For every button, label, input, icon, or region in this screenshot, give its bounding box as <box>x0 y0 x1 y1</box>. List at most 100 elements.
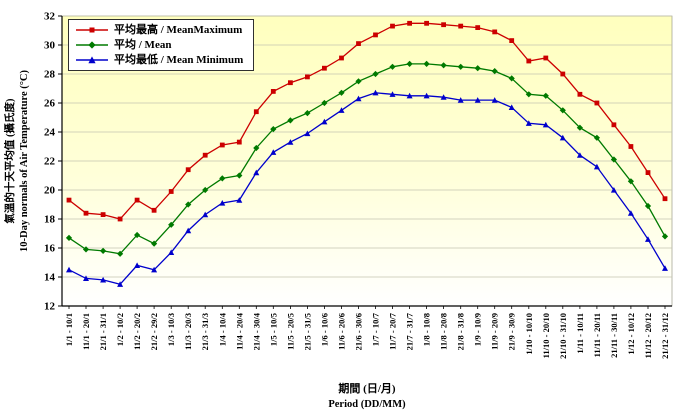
x-tick-label: 1/11 - 10/11 <box>575 313 585 354</box>
y-tick-label: 14 <box>44 272 56 284</box>
chart-legend: 平均最高 / MeanMaximum 平均 / Mean 平均最低 / Mean… <box>68 19 255 72</box>
x-axis-title-english: Period (DD/MM) <box>328 399 406 410</box>
data-point-diamond <box>151 240 158 247</box>
data-point-diamond <box>65 234 73 241</box>
series-line <box>68 92 666 286</box>
data-point-triangle <box>474 97 481 103</box>
data-point-diamond <box>270 126 277 133</box>
data-point-diamond <box>559 107 566 114</box>
data-point-triangle <box>610 187 617 193</box>
data-point-square <box>441 22 446 28</box>
data-point-triangle <box>423 92 430 99</box>
data-point-triangle <box>355 95 362 102</box>
data-point-diamond <box>185 201 192 208</box>
data-point-square <box>475 25 481 30</box>
data-point-square <box>611 122 617 128</box>
data-point-square <box>202 152 208 158</box>
data-point-diamond <box>134 231 141 239</box>
y-tick-label: 18 <box>44 214 56 226</box>
data-point-diamond <box>253 144 260 152</box>
x-tick-label: 21/1 - 31/1 <box>98 313 108 350</box>
x-tick-label: 11/6 - 20/6 <box>337 313 347 350</box>
data-point-diamond <box>82 246 90 253</box>
data-point-triangle <box>168 249 175 255</box>
data-point-triangle <box>202 211 209 218</box>
x-tick-label: 11/4 - 20/4 <box>234 312 244 350</box>
data-point-diamond <box>474 65 481 72</box>
data-point-square <box>594 100 600 106</box>
data-point-square <box>662 196 668 202</box>
y-tick-label: 12 <box>44 301 56 313</box>
data-point-diamond <box>661 233 669 240</box>
x-axis-title-chinese: 期間 (日/月) <box>338 381 395 395</box>
data-point-square <box>390 23 395 29</box>
data-point-triangle <box>287 139 294 145</box>
y-axis-title-english: 10-Day normals of Air Temperature (°C) <box>19 70 30 253</box>
x-tick-label: 1/6 - 10/6 <box>319 313 329 346</box>
data-point-diamond <box>236 172 243 179</box>
data-point-triangle <box>151 266 158 273</box>
data-point-triangle <box>406 92 413 99</box>
data-point-diamond <box>321 99 328 107</box>
data-point-square <box>270 89 276 94</box>
data-point-diamond <box>525 91 532 98</box>
x-tick-label: 11/7 - 20/7 <box>388 312 398 350</box>
y-tick-label: 20 <box>44 185 56 197</box>
data-point-diamond <box>338 89 345 96</box>
data-point-square <box>356 41 361 46</box>
data-point-square <box>577 91 583 97</box>
x-tick-label: 1/9 - 10/9 <box>473 313 483 346</box>
data-point-square <box>492 29 498 35</box>
x-tick-label: 21/11 - 30/11 <box>609 313 619 358</box>
x-tick-label: 11/3 - 20/3 <box>183 313 193 350</box>
x-tick-label: 21/3 - 31/3 <box>200 313 210 350</box>
data-point-diamond <box>457 63 464 70</box>
data-point-triangle <box>321 118 328 125</box>
data-point-square <box>134 197 140 203</box>
data-point-triangle <box>576 152 583 158</box>
y-axis-title-chinese: 氣溫的十天平均值 (攝氏度) <box>3 98 16 224</box>
x-tick-label: 21/9 - 30/9 <box>507 313 517 350</box>
data-point-diamond <box>287 117 294 124</box>
data-point-triangle <box>457 97 464 103</box>
mean-minimum-line-triangle-icon <box>76 56 108 64</box>
mean-maximum-line-square-icon <box>76 27 108 33</box>
x-tick-label: 21/7 - 31/7 <box>405 312 415 350</box>
data-point-diamond <box>491 68 498 75</box>
data-point-square <box>458 23 464 29</box>
data-point-triangle <box>117 281 124 287</box>
data-point-triangle <box>542 121 549 128</box>
data-point-triangle <box>645 236 651 242</box>
data-point-diamond <box>610 156 617 163</box>
data-point-diamond <box>219 175 226 182</box>
data-point-diamond <box>355 78 362 85</box>
data-point-triangle <box>236 197 243 203</box>
data-point-triangle <box>219 200 226 206</box>
x-tick-label: 11/9 - 20/9 <box>490 313 500 350</box>
data-point-diamond <box>576 124 583 131</box>
data-point-diamond <box>508 75 515 82</box>
x-tick-label: 1/3 - 10/3 <box>166 313 176 346</box>
legend-item-mean-minimum: 平均最低 / Mean Minimum <box>75 54 243 66</box>
data-point-diamond <box>627 178 634 185</box>
mean-line-diamond-icon <box>76 41 108 49</box>
data-point-square <box>628 144 634 149</box>
y-tick-label: 32 <box>44 11 56 23</box>
data-point-square <box>83 210 89 216</box>
data-point-square <box>219 142 225 148</box>
data-point-triangle <box>270 149 277 155</box>
y-tick-label: 30 <box>44 40 56 52</box>
data-point-triangle <box>593 163 600 170</box>
x-tick-label: 1/8 - 10/8 <box>422 313 432 346</box>
legend-item-mean-maximum: 平均最高 / MeanMaximum <box>75 24 243 36</box>
x-tick-label: 11/5 - 20/5 <box>285 313 295 350</box>
x-tick-label: 21/6 - 30/6 <box>354 313 364 350</box>
series-line <box>68 22 666 220</box>
data-point-square <box>526 58 532 64</box>
y-tick-label: 28 <box>44 69 56 81</box>
data-point-triangle <box>134 262 141 268</box>
data-point-square <box>117 216 123 222</box>
legend-label-mean-minimum: 平均最低 / Mean Minimum <box>114 54 244 67</box>
